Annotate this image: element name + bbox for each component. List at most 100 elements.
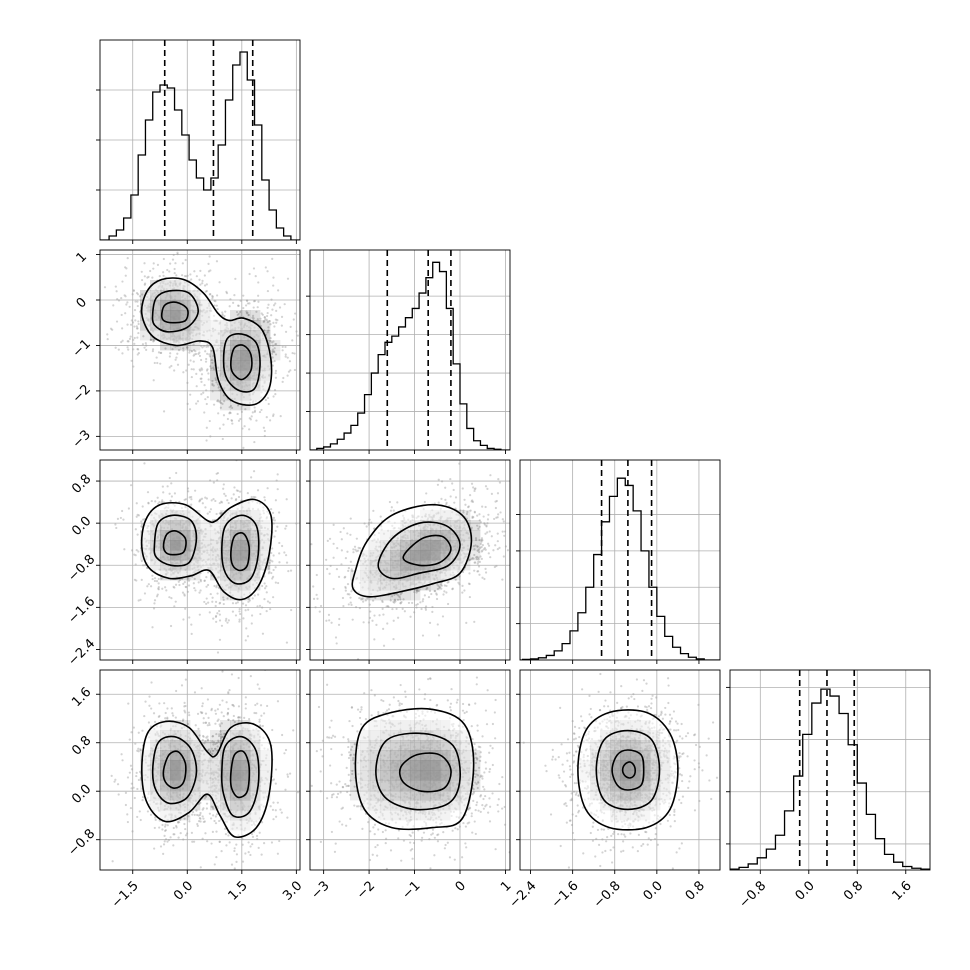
sample-point [203, 579, 206, 583]
sample-point [133, 308, 137, 312]
sample-point [484, 567, 487, 570]
sample-point [173, 833, 176, 836]
sample-point [216, 719, 219, 723]
sample-point [372, 509, 375, 512]
sample-point [265, 585, 268, 588]
sample-point [220, 511, 223, 514]
sample-point [462, 511, 465, 514]
sample-point [176, 253, 179, 256]
sample-point [278, 541, 281, 545]
sample-point [175, 274, 178, 277]
sample-point [198, 591, 201, 594]
sample-point [354, 606, 358, 609]
sample-point [253, 594, 256, 597]
sample-point [211, 379, 214, 383]
sample-point [190, 632, 193, 635]
sample-point [200, 497, 204, 500]
sample-point [239, 612, 242, 616]
sample-point [239, 417, 242, 421]
sample-point [273, 359, 276, 363]
sample-point [157, 586, 160, 589]
sample-point [231, 610, 235, 613]
sample-point [205, 426, 208, 429]
sample-point [329, 564, 332, 568]
sample-point [222, 423, 225, 426]
sample-point [199, 801, 202, 804]
sample-point [207, 601, 210, 604]
sample-point [240, 410, 244, 414]
sample-point [272, 284, 275, 287]
sample-point [173, 369, 176, 372]
sample-point [212, 403, 216, 406]
sample-point [201, 282, 204, 285]
sample-point [132, 289, 135, 292]
sample-point [124, 312, 127, 315]
sample-point [228, 412, 231, 415]
sample-point [161, 823, 164, 827]
sample-point [143, 346, 146, 349]
sample-point [367, 523, 370, 526]
sample-point [153, 602, 156, 605]
sample-point [399, 602, 402, 605]
sample-point [183, 498, 186, 501]
sample-point [267, 565, 271, 568]
sample-point [493, 565, 496, 569]
sample-point [208, 611, 211, 614]
sample-point [257, 300, 260, 303]
sample-point [132, 365, 135, 368]
sample-point [201, 346, 204, 349]
sample-point [218, 501, 221, 505]
sample-point [415, 606, 418, 609]
sample-point [166, 485, 169, 488]
sample-point [480, 538, 483, 541]
sample-point [188, 616, 191, 619]
sample-point [472, 544, 475, 548]
sample-point [351, 618, 354, 621]
sample-point [267, 402, 270, 406]
sample-point [481, 549, 484, 552]
sample-point [268, 570, 271, 573]
sample-point [251, 597, 254, 600]
sample-point [109, 327, 113, 330]
sample-point [173, 605, 176, 608]
sample-point [474, 561, 477, 564]
sample-point [480, 557, 483, 560]
sample-point [198, 500, 201, 503]
sample-point [209, 365, 212, 368]
sample-point [481, 543, 484, 547]
sample-point [288, 360, 292, 363]
sample-point [274, 302, 277, 305]
sample-point [468, 493, 472, 497]
sample-point [197, 581, 200, 584]
sample-point [216, 294, 219, 297]
sample-point [272, 554, 275, 557]
sample-point [132, 315, 135, 318]
sample-point [351, 570, 354, 573]
sample-point [488, 530, 491, 533]
sample-point [272, 350, 276, 353]
sample-point [260, 408, 263, 412]
sample-point [126, 257, 129, 260]
sample-point [264, 318, 267, 321]
sample-point [251, 316, 254, 319]
sample-point [187, 815, 190, 818]
sample-point [230, 419, 233, 422]
sample-point [168, 355, 171, 358]
sample-point [204, 496, 207, 499]
sample-point [133, 578, 137, 581]
sample-point [186, 274, 189, 277]
sample-point [244, 696, 247, 699]
sample-point [356, 658, 360, 660]
sample-point [504, 545, 508, 548]
sample-point [269, 419, 272, 422]
sample-point [463, 498, 466, 501]
sample-point [424, 608, 428, 611]
sample-point [184, 258, 187, 262]
sample-point [229, 404, 233, 408]
sample-point [248, 417, 251, 420]
sample-point [204, 360, 208, 363]
sample-point [248, 717, 251, 721]
sample-point [280, 544, 284, 548]
sample-point [220, 624, 224, 627]
sample-point [182, 618, 185, 621]
